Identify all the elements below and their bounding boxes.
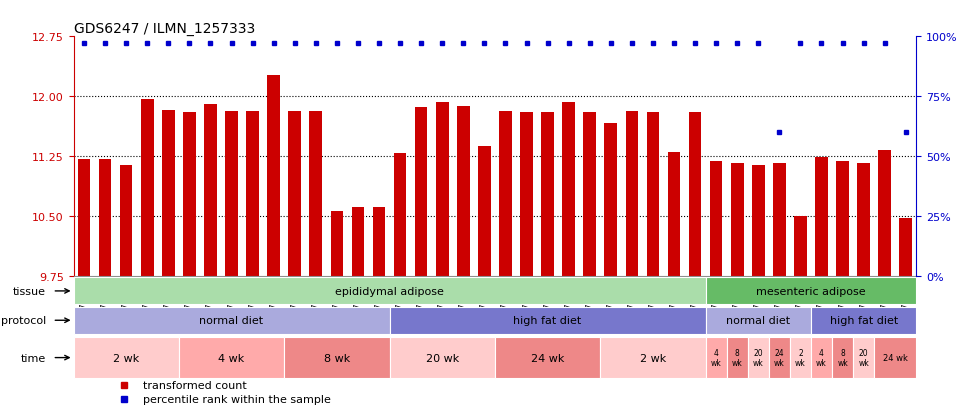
Text: 2
wk: 2 wk — [795, 348, 806, 368]
Bar — [811, 307, 916, 334]
Bar — [499, 112, 512, 277]
Text: mesenteric adipose: mesenteric adipose — [757, 286, 865, 296]
Bar — [706, 307, 811, 334]
Bar — [436, 102, 449, 277]
Text: 20 wk: 20 wk — [425, 353, 459, 363]
Bar — [478, 147, 491, 277]
Text: 2 wk: 2 wk — [113, 353, 139, 363]
Bar — [178, 337, 284, 379]
Bar — [605, 123, 617, 277]
Bar — [330, 212, 343, 277]
Text: high fat diet: high fat diet — [829, 316, 898, 325]
Bar — [790, 337, 811, 379]
Text: 20
wk: 20 wk — [753, 348, 763, 368]
Bar — [183, 113, 196, 277]
Bar — [858, 164, 870, 277]
Bar — [520, 113, 533, 277]
Bar — [390, 337, 495, 379]
Bar — [495, 337, 600, 379]
Text: normal diet: normal diet — [200, 316, 264, 325]
Bar — [900, 218, 912, 277]
Bar — [394, 154, 407, 277]
Bar — [710, 161, 722, 277]
Bar — [225, 112, 238, 277]
Text: time: time — [21, 353, 46, 363]
Bar — [731, 164, 744, 277]
Bar — [310, 112, 322, 277]
Text: 8 wk: 8 wk — [323, 353, 350, 363]
Bar — [773, 164, 786, 277]
Bar — [77, 159, 90, 277]
Bar — [769, 337, 790, 379]
Bar — [727, 337, 748, 379]
Bar — [352, 208, 365, 277]
Text: 24 wk: 24 wk — [883, 353, 907, 362]
Text: 4 wk: 4 wk — [219, 353, 245, 363]
Text: GDS6247 / ILMN_1257333: GDS6247 / ILMN_1257333 — [74, 22, 255, 36]
Text: 2 wk: 2 wk — [640, 353, 666, 363]
Bar — [752, 166, 764, 277]
Bar — [583, 113, 596, 277]
Bar — [748, 337, 769, 379]
Bar — [541, 113, 554, 277]
Bar — [706, 278, 916, 305]
Bar — [74, 278, 706, 305]
Bar — [832, 337, 854, 379]
Bar — [600, 337, 706, 379]
Text: protocol: protocol — [1, 316, 46, 325]
Bar — [854, 337, 874, 379]
Bar — [284, 337, 390, 379]
Text: 8
wk: 8 wk — [837, 348, 848, 368]
Bar — [794, 217, 807, 277]
Bar — [246, 112, 259, 277]
Text: 4
wk: 4 wk — [816, 348, 827, 368]
Bar — [625, 112, 638, 277]
Bar — [811, 337, 832, 379]
Bar — [390, 307, 706, 334]
Bar — [74, 307, 390, 334]
Bar — [288, 112, 301, 277]
Bar — [667, 153, 680, 277]
Text: high fat diet: high fat diet — [514, 316, 582, 325]
Bar — [874, 337, 916, 379]
Bar — [162, 111, 174, 277]
Text: 24 wk: 24 wk — [531, 353, 564, 363]
Bar — [415, 107, 427, 277]
Bar — [204, 105, 217, 277]
Bar — [457, 107, 469, 277]
Bar — [372, 207, 385, 277]
Text: percentile rank within the sample: percentile rank within the sample — [143, 394, 330, 404]
Bar — [268, 76, 280, 277]
Bar — [99, 160, 112, 277]
Bar — [141, 100, 154, 277]
Text: tissue: tissue — [13, 286, 46, 296]
Text: 24
wk: 24 wk — [774, 348, 785, 368]
Bar — [815, 158, 828, 277]
Text: 20
wk: 20 wk — [858, 348, 869, 368]
Bar — [706, 337, 727, 379]
Bar — [878, 150, 891, 277]
Bar — [120, 166, 132, 277]
Bar — [836, 161, 849, 277]
Text: epididymal adipose: epididymal adipose — [335, 286, 444, 296]
Text: normal diet: normal diet — [726, 316, 790, 325]
Bar — [563, 102, 575, 277]
Bar — [647, 113, 660, 277]
Text: 8
wk: 8 wk — [732, 348, 743, 368]
Text: transformed count: transformed count — [143, 380, 246, 390]
Text: 4
wk: 4 wk — [710, 348, 721, 368]
Bar — [74, 337, 178, 379]
Bar — [689, 113, 702, 277]
